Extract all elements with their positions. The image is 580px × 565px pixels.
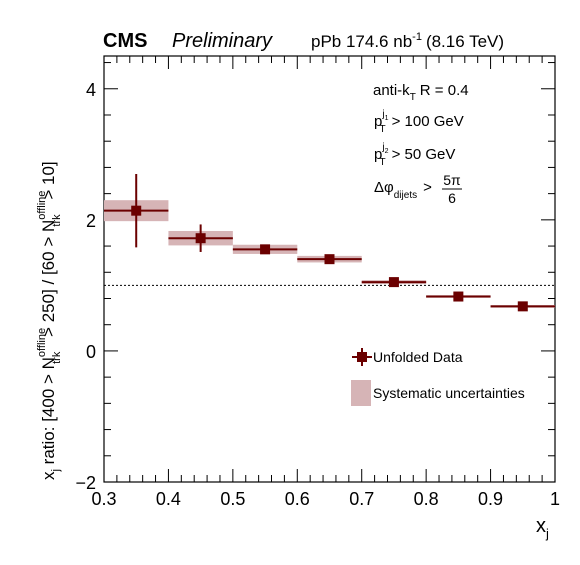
leading-jet-pt-cut: pj1 T > 100 GeV [374, 109, 464, 135]
data-point-marker [195, 233, 206, 244]
cms-label: CMS [103, 30, 147, 52]
data-point-marker [388, 277, 399, 288]
x-axis-title: xj [536, 515, 549, 541]
x-tick-label: 0.6 [285, 489, 310, 509]
x-tick-label: 0.5 [220, 489, 245, 509]
legend-data-label: Unfolded Data [373, 349, 463, 365]
x-tick-label: 1 [550, 489, 560, 509]
subleading-jet-pt-cut: pj2 T > 50 GeV [374, 142, 455, 168]
legend-sys-label: Systematic uncertainties [373, 385, 525, 401]
x-tick-label: 0.9 [478, 489, 503, 509]
dphi-cut: Δφdijets > 5π 6 [374, 172, 462, 206]
dphi-denominator: 6 [448, 190, 456, 206]
y-tick-label: 0 [86, 342, 96, 362]
y-tick-label: 2 [86, 211, 96, 231]
dataset-label: pPb 174.6 nb-1 (8.16 TeV) [311, 31, 504, 51]
data-point-marker [453, 291, 464, 302]
y-tick-label: 4 [86, 80, 96, 100]
y-tick-labels: −2 0 2 4 [75, 80, 96, 493]
x-tick-label: 0.4 [156, 489, 181, 509]
y-axis-title: xj ratio: [400 > Nofflinetrk > 250] / [6… [36, 161, 63, 480]
axis-ticks [103, 56, 556, 483]
x-tick-label: 0.7 [349, 489, 374, 509]
plot-frame [103, 55, 556, 483]
dphi-label: Δφdijets > [374, 179, 432, 201]
x-tick-label: 0.8 [414, 489, 439, 509]
data-point-marker [517, 301, 528, 312]
data-points [104, 173, 555, 312]
preliminary-label: Preliminary [172, 30, 273, 52]
systematic-boxes [104, 200, 555, 308]
x-tick-labels: 0.3 0.4 0.5 0.6 0.7 0.8 0.9 1 [91, 489, 560, 509]
legend-data-marker [357, 352, 367, 362]
algorithm-label: anti-kT R = 0.4 [373, 82, 469, 103]
data-point-marker [324, 254, 335, 265]
legend: Unfolded Data Systematic uncertainties [351, 348, 525, 406]
legend-sys-swatch [351, 380, 371, 406]
data-point-marker [260, 244, 271, 255]
x-tick-label: 0.3 [91, 489, 116, 509]
dphi-numerator: 5π [443, 172, 461, 188]
data-point-marker [131, 205, 142, 216]
y-tick-label: −2 [75, 473, 96, 493]
